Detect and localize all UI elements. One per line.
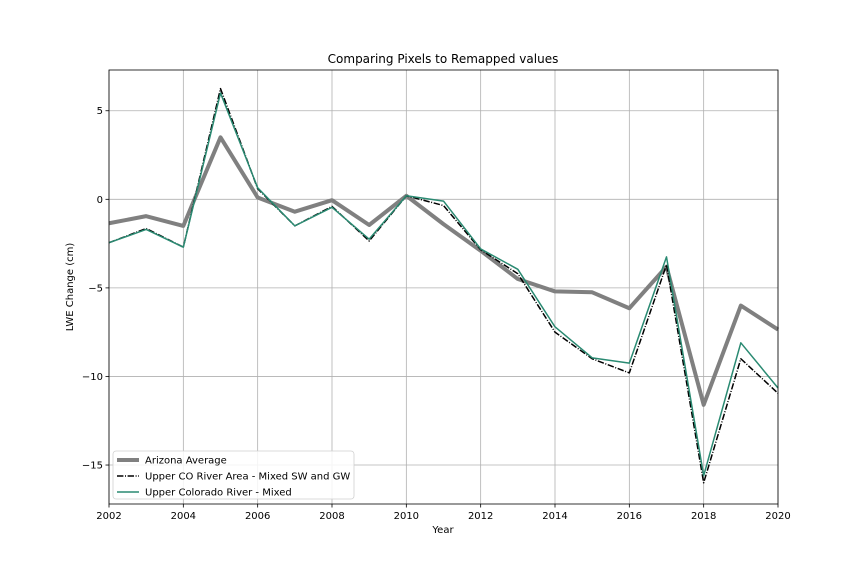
series-lines (108, 87, 780, 484)
legend-label: Upper Colorado River - Mixed (145, 488, 292, 499)
y-tick-label: 5 (97, 106, 103, 117)
x-tick-label: 2020 (765, 511, 790, 522)
y-axis-ticks: 5 0 −5 −10 −15 (82, 106, 109, 472)
y-tick-label: 0 (97, 195, 103, 206)
series-line-upper-co-river-area-mixed-sw-and-gw (108, 87, 779, 484)
x-tick-label: 2012 (468, 511, 493, 522)
x-tick-label: 2014 (542, 511, 567, 522)
legend-label: Upper CO River Area - Mixed SW and GW (145, 472, 350, 483)
x-tick-label: 2018 (691, 511, 716, 522)
x-tick-label: 2004 (171, 511, 196, 522)
x-tick-label: 2002 (96, 511, 121, 522)
y-tick-label: −15 (82, 461, 103, 472)
legend-box (112, 450, 355, 500)
x-tick-label: 2006 (245, 511, 270, 522)
x-axis-label: Year (431, 525, 454, 536)
y-tick-label: −5 (88, 283, 103, 294)
y-axis-label: LWE Change (cm) (65, 243, 76, 332)
chart-title: Comparing Pixels to Remapped values (328, 52, 559, 66)
legend-label: Arizona Average (145, 456, 227, 467)
x-axis-ticks: 2002 2004 2006 2008 2010 2012 2014 2016 2018 2020 (96, 504, 791, 522)
legend: Arizona Average Upper CO River Area - Mix… (112, 450, 355, 500)
x-tick-label: 2008 (319, 511, 344, 522)
x-tick-label: 2010 (394, 511, 419, 522)
y-tick-label: −10 (82, 372, 103, 383)
series-line-upper-colorado-river-mixed (108, 92, 779, 477)
plot-frame (108, 69, 779, 505)
x-tick-label: 2016 (617, 511, 642, 522)
